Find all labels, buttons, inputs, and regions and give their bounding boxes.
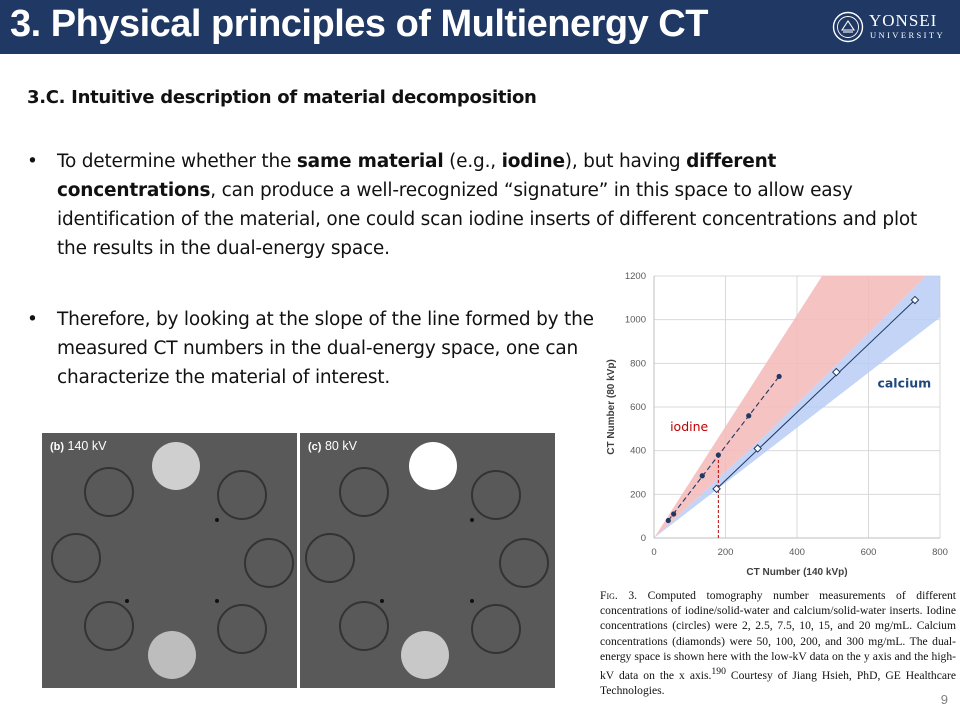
iodine-data-point (746, 413, 752, 419)
x-tick-label: 0 (651, 547, 656, 558)
y-tick-label: 800 (630, 358, 646, 369)
title-bar: 3. Physical principles of Multienergy CT… (0, 0, 960, 54)
phantom-label-80kv: (c) 80 kV (308, 439, 357, 453)
bullet-1-text-a: To determine whether the (57, 151, 297, 172)
iodine-data-point (671, 511, 677, 517)
bullet-1-text-c: ), but having (564, 151, 687, 172)
calcium-data-point (910, 295, 920, 305)
y-tick-label: 1000 (625, 315, 646, 326)
university-logo: YONSEI UNIVERSITY (832, 9, 952, 45)
chart-bands (654, 276, 940, 538)
y-axis-label: CT Number (80 kVp) (606, 359, 617, 455)
caption-credit: Courtesy of Jiang Hsieh, PhD, GE Healthc… (600, 668, 957, 698)
iodine-data-point (776, 373, 782, 380)
page-number: 9 (940, 692, 948, 707)
bullet-dot: • (27, 151, 38, 172)
iodine-data-point (699, 473, 705, 479)
calcium-data-point (832, 367, 841, 377)
dual-energy-chart: 0 200 400 600 800 0 200 400 600 800 1000 1200 CT Num… (590, 266, 960, 586)
x-tick-label: 200 (718, 547, 734, 558)
caption-ref: 190 (711, 666, 726, 678)
phantom-image-140kv: (b) 140 kV (42, 433, 297, 688)
bullet-2-text: Therefore, by looking at the slope of th… (57, 309, 594, 388)
y-tick-label: 400 (630, 446, 646, 457)
bullet-1-emphasis-iodine: iodine (501, 151, 565, 172)
bullet-1-emphasis-different-concentrations: different concentrations (57, 151, 777, 201)
section-heading: 3.C. Intuitive description of material d… (27, 87, 537, 108)
bullet-1-text-d: , can produce a well-recognized “signatu… (57, 180, 918, 259)
iodine-data-point (665, 517, 671, 524)
x-tick-label: 600 (861, 547, 877, 558)
figure-caption: Fig. 3. Computed tomography number measu… (600, 588, 956, 698)
phantom-80kv-graphic (300, 433, 555, 688)
y-tick-label: 600 (630, 402, 646, 413)
iodine-data-point (715, 452, 721, 458)
caption-fig-label: Fig. 3. (600, 589, 638, 602)
phantom-140kv-graphic (42, 433, 297, 688)
x-tick-label: 400 (789, 547, 805, 558)
x-axis-label: CT Number (140 kVp) (746, 567, 847, 578)
x-tick-label: 800 (932, 547, 948, 558)
phantom-label-140kv: (b) 140 kV (50, 439, 107, 453)
calcium-annotation: calcium (877, 375, 931, 390)
bullet-2: • Therefore, by looking at the slope of … (27, 305, 617, 392)
caption-text: Computed tomography number measurements … (600, 589, 956, 682)
bullet-dot: • (27, 309, 38, 330)
logo-name: YONSEI (869, 11, 938, 30)
y-tick-label: 200 (630, 489, 646, 500)
bullet-1-text-b: (e.g., (443, 151, 502, 172)
iodine-band (654, 276, 926, 538)
dual-energy-chart-svg: 0 200 400 600 800 0 200 400 600 800 1000 1200 CT Num… (606, 271, 948, 578)
calcium-band (654, 276, 940, 538)
iodine-annotation: iodine (670, 419, 708, 434)
yonsei-seal-icon (832, 11, 864, 43)
calcium-fit-line (716, 299, 916, 490)
logo-subtitle: UNIVERSITY (870, 30, 945, 40)
calcium-data-point (753, 444, 762, 453)
bullet-1: • To determine whether the same material… (27, 147, 927, 263)
iodine-fit-line (667, 376, 780, 521)
bullet-1-emphasis-same-material: same material (296, 151, 444, 172)
y-tick-label: 0 (641, 533, 646, 544)
slide-title: 3. Physical principles of Multienergy CT (10, 3, 708, 45)
calcium-data-point (712, 484, 721, 494)
phantom-image-80kv: (c) 80 kV (300, 433, 555, 688)
y-tick-label: 1200 (625, 271, 646, 282)
